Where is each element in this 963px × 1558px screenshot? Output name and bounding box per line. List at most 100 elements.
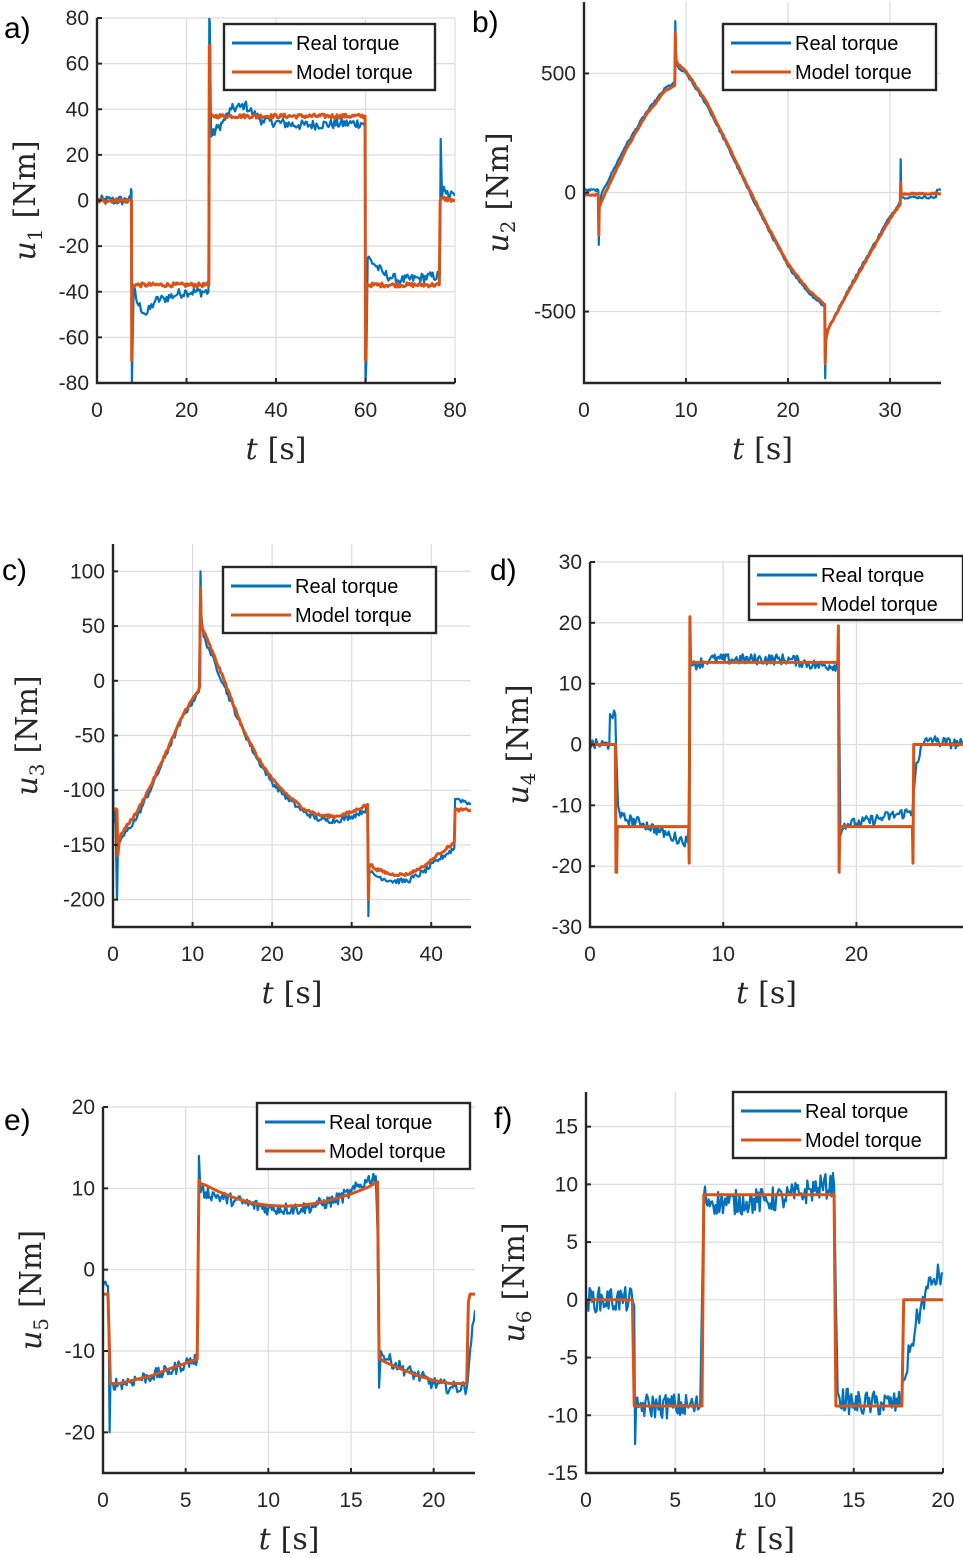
- y-axis-var: u: [8, 241, 43, 260]
- legend: Real torque Model torque: [222, 22, 437, 92]
- x-tick-label: 15: [842, 1489, 865, 1512]
- y-tick-label: 0: [77, 190, 89, 213]
- x-tick-label: 5: [180, 1489, 192, 1512]
- y-tick-label: -40: [59, 281, 89, 304]
- y-tick-label: 10: [555, 1173, 578, 1196]
- legend-box: [721, 22, 938, 92]
- y-axis-unit: [Nm]: [8, 140, 43, 218]
- series-group: [97, 18, 455, 383]
- legend-box: [222, 22, 437, 92]
- x-axis-var: t: [734, 1522, 747, 1557]
- y-axis-var: u: [481, 233, 516, 252]
- y-tick-label: -10: [548, 1404, 578, 1427]
- x-axis-unit: [s]: [754, 432, 793, 467]
- legend-entry: Model torque: [296, 62, 413, 84]
- legend: Real torque Model torque: [731, 1090, 948, 1160]
- legend-entry: Model torque: [329, 1141, 446, 1163]
- legend-entry: Real torque: [296, 33, 399, 55]
- x-axis-label: t [s]: [732, 432, 793, 467]
- y-tick-label: -20: [65, 1421, 95, 1444]
- series-model-torque: [97, 43, 455, 362]
- y-axis-var: u: [10, 776, 45, 795]
- series-real-torque: [103, 1154, 475, 1434]
- y-tick-label: 80: [66, 7, 89, 30]
- y-axis-label: u4 [Nm]: [501, 684, 540, 804]
- y-tick-label: -60: [59, 326, 89, 349]
- x-axis-var: t: [736, 976, 749, 1011]
- y-tick-label: 60: [66, 53, 89, 76]
- y-axis-label: u3 [Nm]: [10, 675, 49, 795]
- legend-box: [255, 1101, 472, 1171]
- y-axis-var: u: [14, 1331, 49, 1350]
- y-axis-label: u6 [Nm]: [497, 1222, 536, 1342]
- y-tick-label: 20: [559, 612, 582, 635]
- y-tick-label: 10: [559, 673, 582, 696]
- y-axis-unit: [Nm]: [501, 684, 536, 762]
- y-tick-label: -100: [63, 779, 105, 802]
- x-tick-label: 20: [931, 1489, 954, 1512]
- y-tick-label: 20: [72, 1096, 95, 1119]
- legend: Real torque Model torque: [221, 565, 438, 635]
- y-axis-subscript: 2: [496, 221, 520, 234]
- legend: Real torque Model torque: [721, 22, 938, 92]
- panel-label: c): [2, 554, 27, 587]
- y-tick-label: 40: [66, 98, 89, 121]
- y-axis-unit: [Nm]: [14, 1230, 49, 1308]
- x-axis-unit: [s]: [758, 976, 797, 1011]
- legend-box: [747, 554, 963, 622]
- x-tick-label: 30: [340, 943, 363, 966]
- y-tick-label: 15: [555, 1116, 578, 1139]
- series-model-torque: [590, 615, 963, 874]
- x-tick-label: 10: [753, 1489, 776, 1512]
- x-tick-label: 20: [175, 399, 198, 422]
- y-tick-label: -80: [59, 372, 89, 395]
- x-axis-unit: [s]: [284, 976, 323, 1011]
- legend-entry: Real torque: [295, 576, 398, 598]
- legend-box: [221, 565, 438, 635]
- legend-entry: Real torque: [329, 1112, 432, 1134]
- x-tick-label: 10: [674, 399, 697, 422]
- legend-entry: Real torque: [821, 565, 924, 587]
- legend-entry: Model torque: [821, 594, 938, 616]
- x-tick-label: 20: [845, 943, 868, 966]
- x-tick-label: 40: [264, 399, 287, 422]
- x-axis-label: t [s]: [259, 1522, 320, 1557]
- x-axis-label: t [s]: [734, 1522, 795, 1557]
- y-tick-label: -20: [59, 235, 89, 258]
- x-tick-label: 20: [260, 943, 283, 966]
- x-axis-unit: [s]: [268, 432, 307, 467]
- panel-label: f): [494, 1102, 512, 1135]
- x-tick-label: 40: [420, 943, 443, 966]
- x-tick-label: 0: [91, 399, 103, 422]
- panel-label: a): [4, 12, 31, 45]
- x-axis-label: t [s]: [262, 976, 323, 1011]
- subplot-a: 0 20 40 60 80 -80 -60 -40 -20 0 20 40 60 80 t [s] u1 [Nm]…: [4, 7, 467, 467]
- legend-entry: Real torque: [795, 33, 898, 55]
- y-tick-label: -200: [63, 889, 105, 912]
- series-group: [103, 1154, 475, 1434]
- x-tick-label: 15: [339, 1489, 362, 1512]
- panel-label: e): [4, 1104, 31, 1137]
- series-group: [586, 1171, 943, 1446]
- y-axis-unit: [Nm]: [10, 675, 45, 753]
- x-tick-label: 80: [443, 399, 466, 422]
- series-real-torque: [590, 653, 963, 848]
- x-tick-label: 0: [107, 943, 119, 966]
- y-axis-label: u5 [Nm]: [14, 1230, 53, 1350]
- x-tick-label: 30: [878, 399, 901, 422]
- subplot-b: 0 10 20 30 -500 0 500 t [s] u2 [Nm] b) Real torque Mo…: [472, 2, 941, 467]
- legend-entry: Real torque: [805, 1101, 908, 1123]
- y-axis-subscript: 6: [512, 1311, 536, 1324]
- y-tick-label: 5: [566, 1231, 578, 1254]
- legend-entry: Model torque: [295, 605, 412, 627]
- legend: Real torque Model torque: [255, 1101, 472, 1171]
- y-axis-unit: [Nm]: [497, 1222, 532, 1300]
- subplot-f: 0 5 10 15 20 -15 -10 -5 0 5 10 15 t [s] u6 [Nm] f) Real t…: [494, 1090, 955, 1557]
- y-tick-label: 100: [70, 560, 105, 583]
- series-model-torque: [584, 31, 941, 366]
- y-tick-label: 30: [559, 551, 582, 574]
- y-tick-label: -5: [559, 1347, 578, 1370]
- y-tick-label: -50: [75, 725, 105, 748]
- y-axis-label: u1 [Nm]: [8, 140, 47, 260]
